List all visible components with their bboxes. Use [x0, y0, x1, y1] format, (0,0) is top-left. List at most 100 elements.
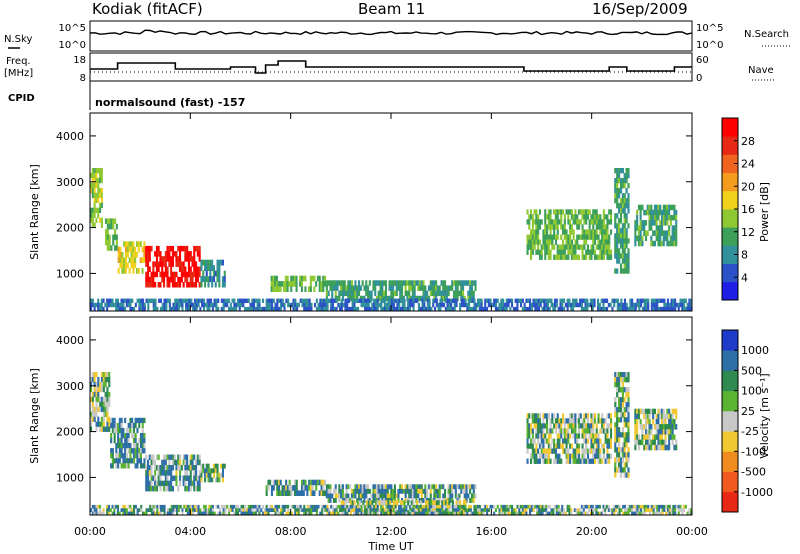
heatmap-cell — [355, 298, 358, 303]
heatmap-cell — [249, 504, 252, 509]
heatmap-cell — [558, 428, 561, 434]
heatmap-cell — [448, 500, 451, 506]
heatmap-cell — [594, 229, 597, 235]
heatmap-cell — [171, 282, 174, 288]
heatmap-cell — [582, 298, 585, 303]
heatmap-cell — [646, 230, 649, 236]
heatmap-cell — [607, 504, 610, 509]
heatmap-cell — [602, 244, 605, 250]
heatmap-cell — [403, 508, 406, 512]
heatmap-cell — [581, 224, 584, 230]
heatmap-cell — [498, 302, 501, 308]
heatmap-cell — [616, 298, 619, 303]
heatmap-cell — [99, 396, 102, 403]
heatmap-cell — [604, 298, 607, 303]
heatmap-cell — [428, 306, 431, 312]
heatmap-cell — [634, 225, 637, 231]
heatmap-cell — [623, 248, 626, 254]
heatmap-cell — [385, 302, 388, 308]
heatmap-cell — [652, 511, 655, 516]
heatmap-cell — [423, 508, 426, 512]
heatmap-cell — [367, 488, 370, 494]
heatmap-cell — [155, 251, 158, 257]
heatmap-cell — [453, 508, 456, 512]
heatmap-cell — [132, 268, 135, 274]
heatmap-cell — [606, 504, 609, 509]
heatmap-cell — [431, 290, 434, 297]
heatmap-cell — [434, 510, 437, 516]
heatmap-cell — [375, 484, 378, 490]
heatmap-cell — [129, 508, 132, 512]
heatmap-cell — [254, 508, 257, 512]
heatmap-cell — [555, 302, 558, 308]
heatmap-cell — [189, 266, 192, 272]
noise-line — [89, 29, 693, 36]
heatmap-cell — [163, 511, 166, 516]
heatmap-cell — [556, 254, 559, 260]
heatmap-cell — [117, 422, 120, 429]
heatmap-cell — [296, 306, 299, 312]
heatmap-cell — [652, 302, 655, 308]
heatmap-cell — [171, 465, 174, 471]
heatmap-cell — [411, 493, 414, 499]
heatmap-cell — [100, 173, 103, 179]
heatmap-cell — [170, 306, 173, 312]
heatmap-cell — [661, 439, 664, 446]
power-colorbar-label: Power [dB] — [758, 182, 771, 242]
heatmap-cell — [542, 428, 545, 434]
heatmap-cell — [583, 413, 586, 419]
heatmap-cell — [164, 465, 167, 471]
heatmap-cell — [641, 429, 644, 435]
heatmap-cell — [127, 422, 130, 429]
heatmap-cell — [636, 298, 639, 303]
heatmap-cell — [618, 402, 621, 408]
heatmap-cell — [91, 406, 94, 413]
heatmap-cell — [163, 480, 166, 487]
heatmap-cell — [542, 438, 545, 444]
heatmap-cell — [279, 306, 282, 312]
heatmap-cell — [645, 419, 648, 425]
heatmap-cell — [585, 219, 588, 225]
heatmap-cell — [388, 285, 391, 291]
heatmap-cell — [645, 298, 648, 303]
heatmap-cell — [173, 282, 176, 288]
heatmap-cell — [391, 306, 394, 312]
heatmap-cell — [625, 442, 628, 448]
heatmap-cell — [621, 402, 624, 408]
heatmap-cell — [274, 504, 277, 509]
heatmap-cell — [554, 504, 557, 509]
heatmap-cell — [606, 249, 609, 255]
heatmap-cell — [329, 488, 332, 494]
heatmap-cell — [650, 215, 653, 221]
heatmap-cell — [407, 510, 410, 516]
heatmap-cell — [242, 298, 245, 303]
heatmap-cell — [606, 254, 609, 260]
heatmap-cell — [311, 275, 314, 282]
heatmap-cell — [647, 298, 650, 303]
heatmap-cell — [229, 508, 232, 512]
heatmap-cell — [136, 458, 139, 464]
heatmap-cell — [577, 508, 580, 512]
heatmap-cell — [542, 423, 545, 429]
heatmap-cell — [544, 438, 547, 444]
heatmap-cell — [625, 258, 628, 264]
heatmap-cell — [168, 261, 171, 267]
heatmap-cell — [354, 290, 357, 297]
heatmap-cell — [546, 428, 549, 434]
heatmap-cell — [661, 209, 664, 216]
heatmap-cell — [164, 261, 167, 267]
heatmap-cell — [591, 504, 594, 509]
heatmap-cell — [586, 448, 589, 454]
heatmap-cell — [662, 220, 665, 226]
heatmap-cell — [439, 298, 442, 303]
heatmap-cell — [145, 282, 148, 288]
heatmap-cell — [277, 281, 280, 287]
heatmap-cell — [653, 424, 656, 430]
heatmap-cell — [625, 198, 628, 204]
heatmap-cell — [625, 452, 628, 458]
heatmap-cell — [297, 490, 300, 496]
heatmap-cell — [543, 302, 546, 308]
heatmap-cell — [619, 228, 623, 234]
heatmap-cell — [546, 504, 549, 509]
heatmap-cell — [415, 493, 418, 499]
